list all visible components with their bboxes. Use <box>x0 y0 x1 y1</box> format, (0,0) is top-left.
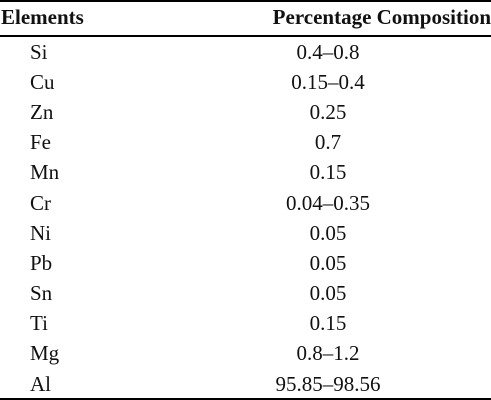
table-row: Ti 0.15 <box>0 309 491 339</box>
element-cell: Ni <box>30 220 51 245</box>
table-top-rule <box>0 0 491 2</box>
element-cell: Fe <box>30 130 51 155</box>
table-row: Al 95.85–98.56 <box>0 369 491 399</box>
percentage-cell: 0.7 <box>314 130 342 155</box>
header-row: Elements Percentage Composition <box>0 0 491 35</box>
percentage-cell: 0.05 <box>309 281 347 306</box>
table-row: Pb 0.05 <box>0 248 491 278</box>
table-row: Fe 0.7 <box>0 128 491 158</box>
percentage-cell: 0.25 <box>309 99 347 124</box>
element-cell: Pb <box>30 250 53 275</box>
element-cell: Mg <box>30 341 60 366</box>
table-row: Si 0.4–0.8 <box>0 35 491 67</box>
table-header-rule <box>0 35 491 37</box>
table-header: Elements Percentage Composition <box>0 0 491 35</box>
table-bottom-rule <box>0 398 491 400</box>
percentage-cell: 0.4–0.8 <box>296 39 360 64</box>
percentage-cell: 0.05 <box>309 220 347 245</box>
table-row: Sn 0.05 <box>0 279 491 309</box>
element-cell: Si <box>30 39 48 64</box>
table-row: Ni 0.05 <box>0 218 491 248</box>
element-cell: Mn <box>30 160 60 185</box>
table-row: Zn 0.25 <box>0 97 491 127</box>
table-row: Mg 0.8–1.2 <box>0 339 491 369</box>
percentage-cell: 0.15–0.4 <box>291 69 365 94</box>
element-cell: Cu <box>30 69 55 94</box>
percentage-cell: 0.8–1.2 <box>296 341 360 366</box>
column-header-percentage: Percentage Composition <box>272 5 491 29</box>
table-row: Mn 0.15 <box>0 158 491 188</box>
element-cell: Al <box>30 371 51 396</box>
percentage-cell: 95.85–98.56 <box>275 371 381 396</box>
element-cell: Zn <box>30 99 54 124</box>
element-cell: Sn <box>30 281 53 306</box>
element-cell: Ti <box>30 311 48 336</box>
percentage-cell: 0.05 <box>309 250 347 275</box>
percentage-cell: 0.15 <box>309 160 347 185</box>
column-header-elements: Elements <box>1 5 84 29</box>
element-cell: Cr <box>30 190 51 215</box>
table-body: Si 0.4–0.8 Cu 0.15–0.4 Zn 0.25 Fe 0.7 Mn… <box>0 35 491 399</box>
table-row: Cu 0.15–0.4 <box>0 67 491 97</box>
percentage-cell: 0.04–0.35 <box>286 190 370 215</box>
table-row: Cr 0.04–0.35 <box>0 188 491 218</box>
percentage-cell: 0.15 <box>309 311 347 336</box>
